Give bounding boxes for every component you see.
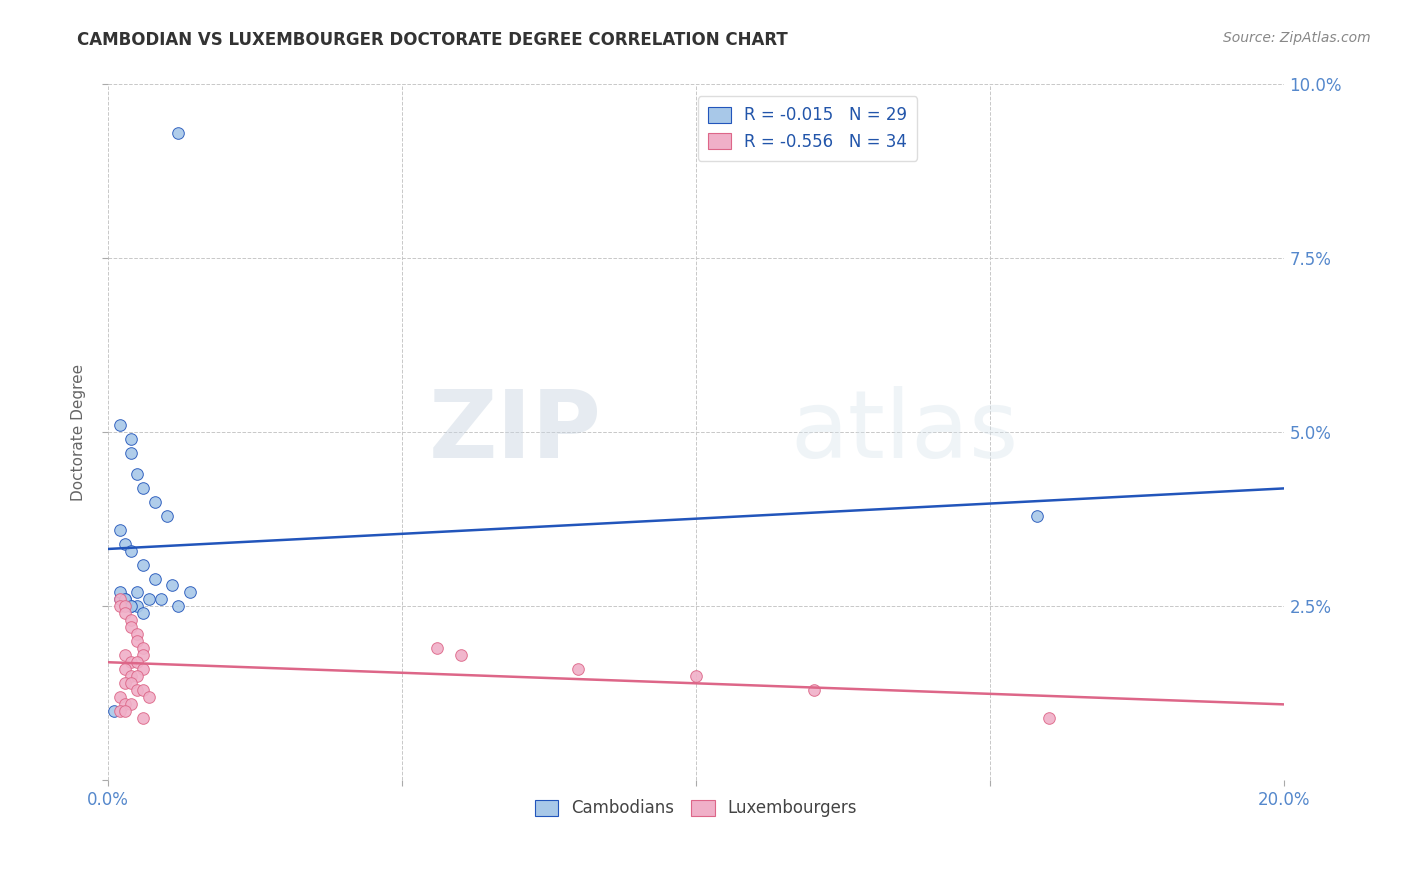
Y-axis label: Doctorate Degree: Doctorate Degree bbox=[72, 364, 86, 501]
Point bbox=[114, 599, 136, 614]
Point bbox=[108, 704, 131, 718]
Point bbox=[120, 433, 142, 447]
Point bbox=[1026, 508, 1049, 523]
Point bbox=[127, 669, 149, 683]
Point bbox=[114, 648, 136, 662]
Point bbox=[127, 634, 149, 648]
Point bbox=[143, 495, 166, 509]
Point bbox=[120, 676, 142, 690]
Point bbox=[108, 585, 131, 599]
Point bbox=[567, 662, 589, 676]
Point bbox=[114, 592, 136, 607]
Point bbox=[120, 446, 142, 460]
Point bbox=[114, 592, 136, 607]
Point bbox=[127, 599, 149, 614]
Point bbox=[120, 697, 142, 711]
Point bbox=[162, 578, 184, 592]
Point bbox=[426, 641, 449, 656]
Text: Source: ZipAtlas.com: Source: ZipAtlas.com bbox=[1223, 31, 1371, 45]
Point bbox=[127, 627, 149, 641]
Point bbox=[114, 662, 136, 676]
Text: CAMBODIAN VS LUXEMBOURGER DOCTORATE DEGREE CORRELATION CHART: CAMBODIAN VS LUXEMBOURGER DOCTORATE DEGR… bbox=[77, 31, 789, 49]
Point bbox=[114, 676, 136, 690]
Point bbox=[127, 655, 149, 669]
Point bbox=[132, 481, 155, 495]
Point bbox=[132, 641, 155, 656]
Point bbox=[120, 543, 142, 558]
Point bbox=[167, 599, 190, 614]
Point bbox=[450, 648, 472, 662]
Point bbox=[155, 508, 177, 523]
Point bbox=[138, 690, 160, 704]
Point bbox=[120, 599, 142, 614]
Point bbox=[167, 126, 190, 140]
Point bbox=[120, 599, 142, 614]
Point bbox=[127, 682, 149, 697]
Point bbox=[149, 592, 172, 607]
Point bbox=[132, 711, 155, 725]
Text: ZIP: ZIP bbox=[429, 386, 602, 478]
Point bbox=[132, 648, 155, 662]
Point bbox=[103, 704, 125, 718]
Point bbox=[120, 669, 142, 683]
Point bbox=[114, 704, 136, 718]
Text: atlas: atlas bbox=[790, 386, 1018, 478]
Point bbox=[179, 585, 201, 599]
Point bbox=[120, 620, 142, 634]
Point bbox=[108, 592, 131, 607]
Point bbox=[803, 682, 825, 697]
Point bbox=[120, 655, 142, 669]
Point bbox=[108, 523, 131, 537]
Point bbox=[1038, 711, 1060, 725]
Point bbox=[132, 558, 155, 572]
Point bbox=[108, 599, 131, 614]
Point bbox=[132, 662, 155, 676]
Point bbox=[108, 690, 131, 704]
Point bbox=[143, 572, 166, 586]
Legend: Cambodians, Luxembourgers: Cambodians, Luxembourgers bbox=[529, 793, 865, 824]
Point bbox=[114, 697, 136, 711]
Point bbox=[127, 467, 149, 482]
Point bbox=[108, 418, 131, 433]
Point bbox=[132, 607, 155, 621]
Point bbox=[114, 537, 136, 551]
Point bbox=[114, 607, 136, 621]
Point bbox=[132, 682, 155, 697]
Point bbox=[127, 585, 149, 599]
Point bbox=[138, 592, 160, 607]
Point bbox=[120, 613, 142, 627]
Point bbox=[108, 592, 131, 607]
Point bbox=[685, 669, 707, 683]
